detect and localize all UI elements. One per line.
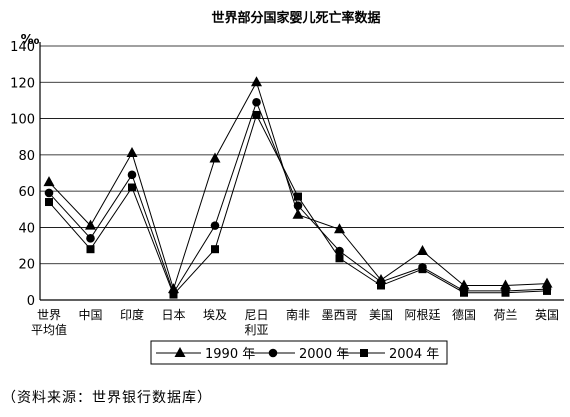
legend-marker: [174, 347, 186, 357]
data-point: [294, 192, 302, 201]
y-tick-label: 40: [18, 221, 35, 236]
data-point: [334, 223, 345, 234]
y-tick-label: 120: [10, 76, 35, 91]
x-tick-label: 利亚: [244, 323, 268, 337]
data-point: [293, 201, 303, 210]
data-point: [460, 288, 468, 297]
x-tick-label: 美国: [369, 308, 393, 322]
data-point: [541, 277, 553, 288]
y-tick-label: 60: [18, 185, 35, 200]
data-point: [418, 265, 427, 274]
data-point: [210, 221, 220, 230]
y-tick-label: 100: [10, 113, 35, 128]
legend-marker: [360, 349, 368, 357]
data-point: [335, 254, 344, 263]
data-point: [128, 183, 136, 192]
x-tick-label: 阿根廷: [404, 308, 440, 322]
x-tick-label: 印度: [120, 307, 144, 322]
chart-title: 世界部分国家婴儿死亡率数据: [211, 10, 380, 26]
series-triangle: [43, 76, 553, 294]
series-layer: [43, 76, 553, 299]
legend-box: [150, 340, 448, 365]
data-point: [458, 279, 470, 290]
y-tick-label: 140: [10, 40, 35, 55]
legend-label: 1990 年: [205, 347, 255, 362]
x-tick-label: 英国: [535, 308, 559, 322]
data-point: [44, 188, 54, 198]
y-tick-labels: 0 20 40 60 80 100 120 140: [10, 40, 35, 309]
data-point: [252, 110, 261, 119]
data-point: [86, 245, 95, 254]
x-tick-label: 德国: [452, 307, 476, 322]
data-point: [85, 219, 96, 230]
legend-marker: [268, 348, 278, 358]
data-point: [86, 234, 95, 243]
x-tick-label: 埃及: [203, 308, 227, 322]
data-point: [43, 176, 55, 187]
x-tick-label: 荷兰: [493, 308, 517, 322]
series-line: [48, 81, 548, 291]
x-tick-label: 墨西哥: [321, 308, 357, 322]
data-point: [169, 290, 178, 299]
y-tick-label: 0: [27, 294, 35, 309]
data-point: [377, 281, 385, 290]
data-point: [211, 245, 219, 254]
data-point: [252, 97, 261, 107]
data-point: [417, 245, 428, 256]
data-point: [45, 198, 53, 207]
y-tick-label: 80: [18, 149, 35, 164]
data-point: [127, 170, 137, 180]
y-axis-unit-label: ‰: [21, 33, 40, 48]
legend: 1990 年 2000 年 2004 年: [150, 340, 448, 365]
data-point: [251, 76, 262, 87]
data-point: [209, 152, 221, 163]
x-tick-label: 中国: [78, 307, 102, 322]
data-point: [126, 147, 138, 158]
data-point: [335, 246, 344, 256]
data-point: [292, 208, 304, 219]
x-tick-label: 尼日: [244, 308, 268, 322]
x-tick-label: 平均值: [31, 322, 67, 337]
series-square: [45, 110, 551, 299]
grid-lines: [40, 45, 564, 265]
data-point: [500, 279, 511, 290]
y-tick-label: 20: [18, 258, 35, 273]
source-note: （资料来源：世界银行数据库）: [2, 390, 212, 406]
data-point: [501, 288, 510, 297]
x-tick-label: 日本: [161, 308, 185, 322]
x-tick-label: 南非: [286, 307, 310, 322]
x-tick-label: 世界: [37, 308, 61, 322]
data-point: [543, 286, 551, 295]
legend-label: 2004 年: [389, 347, 439, 362]
legend-label: 2000 年: [299, 347, 349, 362]
axes: [39, 42, 564, 301]
